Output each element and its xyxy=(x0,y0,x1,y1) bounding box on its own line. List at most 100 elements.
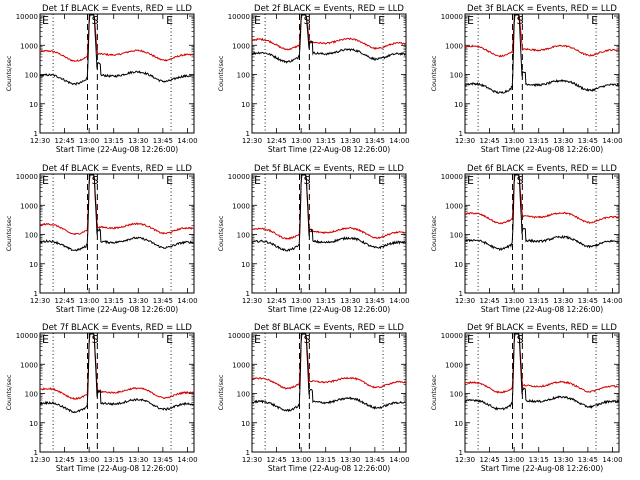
x-tick-label: 12:30 xyxy=(455,137,475,145)
interval-marker-label: E xyxy=(254,333,261,346)
y-tick-label: 1000 xyxy=(232,202,250,210)
x-tick-label: 12:45 xyxy=(54,137,74,145)
panel-title: Det 8f BLACK = Events, RED = LLD xyxy=(254,323,404,333)
x-tick-label: 14:00 xyxy=(389,137,409,145)
y-tick-label: 100 xyxy=(237,72,250,80)
x-tick-label: 13:00 xyxy=(291,456,311,464)
panel-title: Det 4f BLACK = Events, RED = LLD xyxy=(42,164,192,174)
panel-title: Det 7f BLACK = Events, RED = LLD xyxy=(42,323,192,333)
detector-panel: Det 6f BLACK = Events, RED = LLD 1 10 100 10… xyxy=(430,164,623,314)
x-tick-label: 12:45 xyxy=(266,456,286,464)
x-tick-label: 14:00 xyxy=(177,456,197,464)
x-tick-label: 13:15 xyxy=(529,137,549,145)
detector-panel: Det 7f BLACK = Events, RED = LLD 1 10 100 10… xyxy=(5,323,198,473)
y-tick-label: 1000 xyxy=(20,361,38,369)
x-tick-label: 13:45 xyxy=(578,297,598,305)
panel-title: Det 6f BLACK = Events, RED = LLD xyxy=(467,164,617,174)
x-tick-label: 13:00 xyxy=(504,297,524,305)
y-tick-label: 1 xyxy=(246,290,250,298)
y-tick-label: 10000 xyxy=(16,332,38,340)
x-tick-label: 14:00 xyxy=(177,297,197,305)
y-axis-title: Counts/sec xyxy=(430,55,438,91)
plot-frame xyxy=(464,13,620,134)
y-tick-label: 10000 xyxy=(441,173,463,181)
events-rate-curve xyxy=(251,174,406,252)
x-tick-label: 13:45 xyxy=(365,456,385,464)
x-axis-title: Start Time (22-Aug-08 12:26:00) xyxy=(56,305,178,314)
lld-rate-curve xyxy=(251,333,406,390)
panel-title: Det 9f BLACK = Events, RED = LLD xyxy=(467,323,617,333)
x-tick-label: 12:45 xyxy=(54,456,74,464)
y-tick-label: 1 xyxy=(34,290,38,298)
x-tick-label: 12:45 xyxy=(266,137,286,145)
interval-marker-label: E xyxy=(591,333,598,346)
x-tick-label: 13:30 xyxy=(128,297,148,305)
lld-rate-curve xyxy=(464,14,619,58)
y-tick-label: 10000 xyxy=(16,173,38,181)
x-tick-label: 13:45 xyxy=(153,137,173,145)
panel-title: Det 3f BLACK = Events, RED = LLD xyxy=(467,4,617,14)
events-rate-curve xyxy=(40,333,194,414)
y-tick-label: 1 xyxy=(34,449,38,457)
x-tick-label: 13:00 xyxy=(504,456,524,464)
y-tick-label: 10 xyxy=(29,261,38,269)
x-tick-label: 13:00 xyxy=(79,137,99,145)
x-tick-label: 13:45 xyxy=(153,297,173,305)
y-tick-label: 10 xyxy=(454,261,463,269)
x-tick-label: 13:30 xyxy=(553,456,573,464)
lld-rate-curve xyxy=(251,174,406,240)
lld-rate-curve xyxy=(251,14,406,51)
x-tick-label: 12:30 xyxy=(455,456,475,464)
x-tick-label: 13:15 xyxy=(316,456,336,464)
x-tick-label: 12:30 xyxy=(30,456,50,464)
y-tick-label: 10000 xyxy=(228,13,250,21)
detector-panel: Det 1f BLACK = Events, RED = LLD 1 10 100 10… xyxy=(5,4,198,154)
interval-marker-label: E xyxy=(591,174,598,187)
events-rate-curve xyxy=(464,174,619,252)
x-tick-label: 12:45 xyxy=(54,297,74,305)
y-tick-label: 10000 xyxy=(228,332,250,340)
x-axis-title: Start Time (22-Aug-08 12:26:00) xyxy=(481,464,603,473)
events-rate-curve xyxy=(464,333,619,411)
x-tick-label: 13:45 xyxy=(578,456,598,464)
y-tick-label: 1 xyxy=(246,449,250,457)
y-tick-label: 1 xyxy=(459,449,463,457)
x-tick-label: 12:30 xyxy=(242,297,262,305)
x-tick-label: 14:00 xyxy=(602,297,622,305)
x-tick-label: 13:15 xyxy=(316,297,336,305)
x-tick-label: 13:15 xyxy=(529,456,549,464)
x-tick-label: 13:00 xyxy=(79,456,99,464)
plot-frame xyxy=(464,173,620,294)
panel-title: Det 1f BLACK = Events, RED = LLD xyxy=(42,4,192,14)
plot-frame xyxy=(251,173,407,294)
y-tick-label: 10000 xyxy=(441,13,463,21)
y-tick-label: 10000 xyxy=(16,13,38,21)
lld-rate-curve xyxy=(39,333,194,401)
interval-marker-label: E xyxy=(378,174,385,187)
x-tick-label: 13:00 xyxy=(291,137,311,145)
y-tick-label: 10 xyxy=(454,420,463,428)
x-tick-label: 13:15 xyxy=(104,137,124,145)
y-tick-label: 1 xyxy=(246,130,250,138)
interval-marker-label: E xyxy=(467,333,474,346)
interval-marker-label: E xyxy=(166,14,173,27)
x-tick-label: 12:30 xyxy=(455,297,475,305)
x-tick-label: 13:30 xyxy=(340,297,360,305)
x-tick-label: 12:30 xyxy=(242,456,262,464)
interval-marker-label: S xyxy=(304,174,311,187)
lld-rate-curve xyxy=(39,14,194,62)
plot-frame xyxy=(251,13,407,134)
x-tick-label: 13:45 xyxy=(365,137,385,145)
interval-marker-label: S xyxy=(92,333,99,346)
y-tick-label: 100 xyxy=(237,391,250,399)
y-tick-label: 1 xyxy=(34,130,38,138)
y-tick-label: 1000 xyxy=(445,361,463,369)
y-tick-label: 100 xyxy=(450,232,463,240)
x-tick-label: 12:45 xyxy=(266,297,286,305)
x-tick-label: 12:30 xyxy=(242,137,262,145)
x-tick-label: 13:00 xyxy=(79,297,99,305)
y-tick-label: 1000 xyxy=(20,202,38,210)
x-axis-title: Start Time (22-Aug-08 12:26:00) xyxy=(56,464,178,473)
x-tick-label: 12:30 xyxy=(30,297,50,305)
x-tick-label: 13:00 xyxy=(291,297,311,305)
